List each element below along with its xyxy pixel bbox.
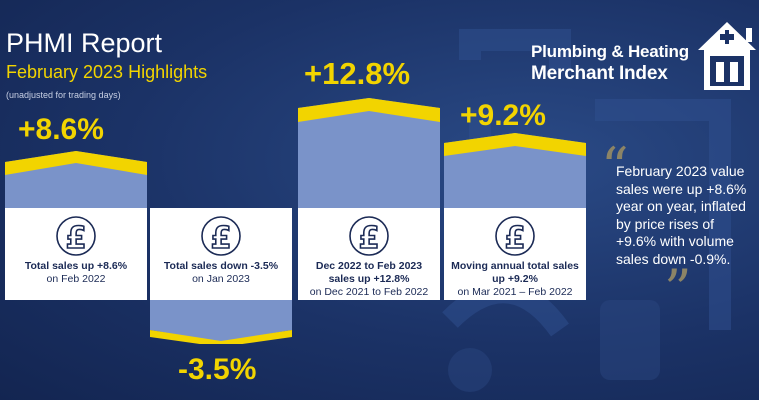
stat-percent: +9.2% [460, 99, 546, 132]
stat-card: £ Total sales down -3.5% on Jan 2023 [150, 208, 292, 300]
stat-percent: -3.5% [178, 353, 257, 386]
pound-sign-icon: £ [349, 216, 389, 257]
stat-headline: Total sales down -3.5% [163, 260, 279, 272]
phmi-logo: Plumbing & Heating Merchant Index [531, 22, 756, 100]
quote-open-icon: “ [601, 136, 629, 199]
stat-bar [444, 133, 586, 208]
stat-headline: Total sales up +8.6% [24, 260, 128, 272]
pound-sign-icon: £ [495, 216, 535, 257]
report-note: (unadjusted for trading days) [6, 90, 121, 100]
stat-bar [298, 98, 440, 208]
report-title: PHMI Report [6, 28, 163, 58]
stat-card: £ Total sales up +8.6% on Feb 2022 [5, 208, 147, 300]
stat-bar [5, 151, 147, 208]
stat-card: £ Dec 2022 to Feb 2023 sales up +12.8% o… [298, 208, 440, 300]
stat-percent: +12.8% [304, 56, 411, 91]
stat-detail: on Mar 2021 – Feb 2022 [457, 286, 573, 298]
pound-sign-icon: £ [201, 216, 241, 257]
stat-bar [150, 300, 292, 344]
report-subtitle: February 2023 Highlights [6, 62, 208, 82]
quote-text: February 2023 value sales were up +8.6% … [616, 163, 747, 267]
quote-close-icon: ” [664, 258, 692, 321]
stat-headline-cont: sales up +12.8% [328, 273, 410, 285]
svg-text:£: £ [211, 221, 232, 256]
logo-line-1: Plumbing & Heating [531, 42, 689, 61]
pound-sign-icon: £ [56, 216, 96, 257]
logo-line-2: Merchant Index [531, 63, 668, 84]
stat-headline-cont: up +9.2% [492, 273, 538, 285]
stat-percent: +8.6% [18, 113, 104, 146]
stat-detail: on Dec 2021 to Feb 2022 [309, 286, 429, 298]
svg-text:£: £ [66, 221, 87, 256]
stat-card: £ Moving annual total sales up +9.2% on … [444, 208, 586, 300]
stat-headline: Moving annual total sales [451, 260, 579, 272]
svg-text:£: £ [505, 221, 526, 256]
stat-headline: Dec 2022 to Feb 2023 [315, 260, 423, 272]
stat-detail: on Feb 2022 [46, 273, 106, 285]
stat-detail: on Jan 2023 [192, 273, 250, 285]
logo-house-tap-icon [698, 22, 756, 90]
svg-text:£: £ [359, 221, 380, 256]
